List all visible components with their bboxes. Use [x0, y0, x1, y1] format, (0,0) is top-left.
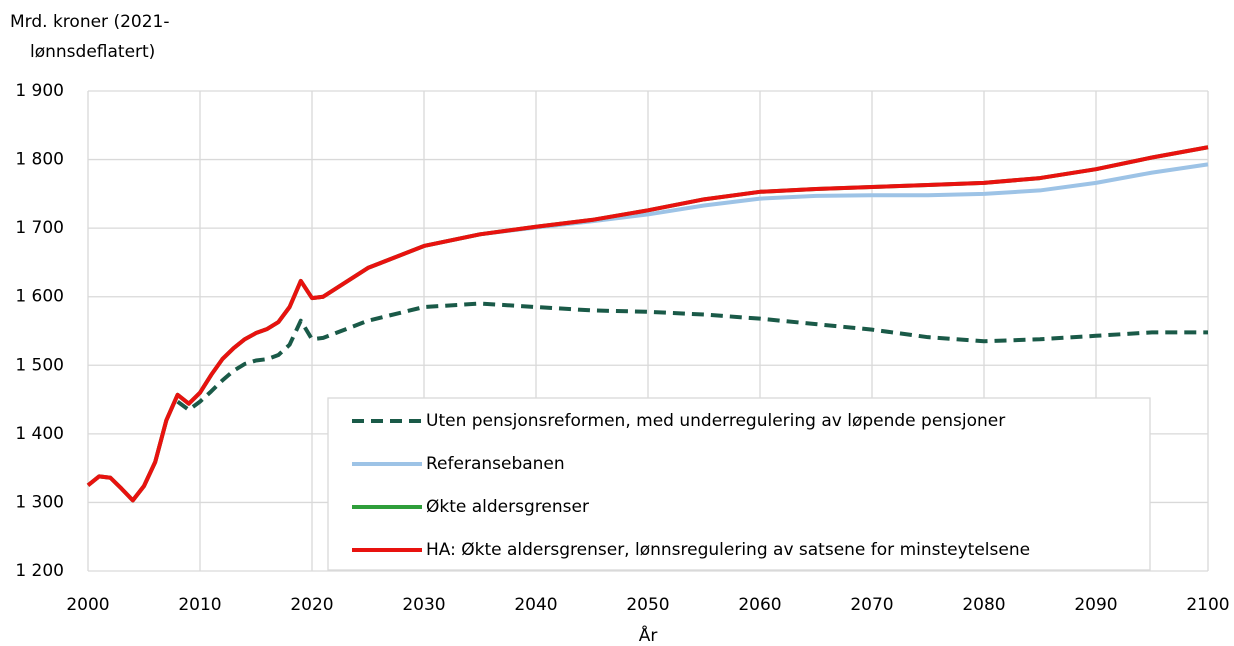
x-tick-label: 2010 — [178, 595, 221, 615]
y-tick-label: 1 200 — [15, 561, 64, 581]
y-tick-label: 1 900 — [15, 81, 64, 101]
x-tick-label: 2100 — [1186, 595, 1229, 615]
legend-label: Uten pensjonsreformen, med underreguleri… — [426, 411, 1005, 431]
y-tick-label: 1 500 — [15, 355, 64, 375]
x-tick-label: 2090 — [1074, 595, 1117, 615]
y-axis-label: Mrd. kroner (2021- — [10, 12, 169, 32]
y-tick-label: 1 600 — [15, 287, 64, 307]
y-tick-label: 1 400 — [15, 424, 64, 444]
x-tick-label: 2020 — [290, 595, 333, 615]
x-tick-label: 2050 — [626, 595, 669, 615]
x-tick-label: 2040 — [514, 595, 557, 615]
series-line — [86, 145, 1209, 503]
y-axis-label: lønnsdeflatert) — [30, 42, 155, 62]
series-line — [176, 301, 1208, 412]
legend-label: HA: Økte aldersgrenser, lønnsregulering … — [426, 540, 1030, 560]
x-axis-label: År — [639, 624, 658, 646]
x-tick-label: 2000 — [66, 595, 109, 615]
y-tick-label: 1 700 — [15, 218, 64, 238]
legend-label: Referansebanen — [426, 454, 565, 474]
legend-label: Økte aldersgrenser — [426, 497, 589, 517]
y-tick-label: 1 300 — [15, 492, 64, 512]
y-tick-label: 1 800 — [15, 150, 64, 170]
legend-box — [327, 397, 1151, 571]
x-tick-label: 2070 — [850, 595, 893, 615]
x-tick-label: 2030 — [402, 595, 445, 615]
x-tick-label: 2060 — [738, 595, 781, 615]
x-tick-label: 2080 — [962, 595, 1005, 615]
